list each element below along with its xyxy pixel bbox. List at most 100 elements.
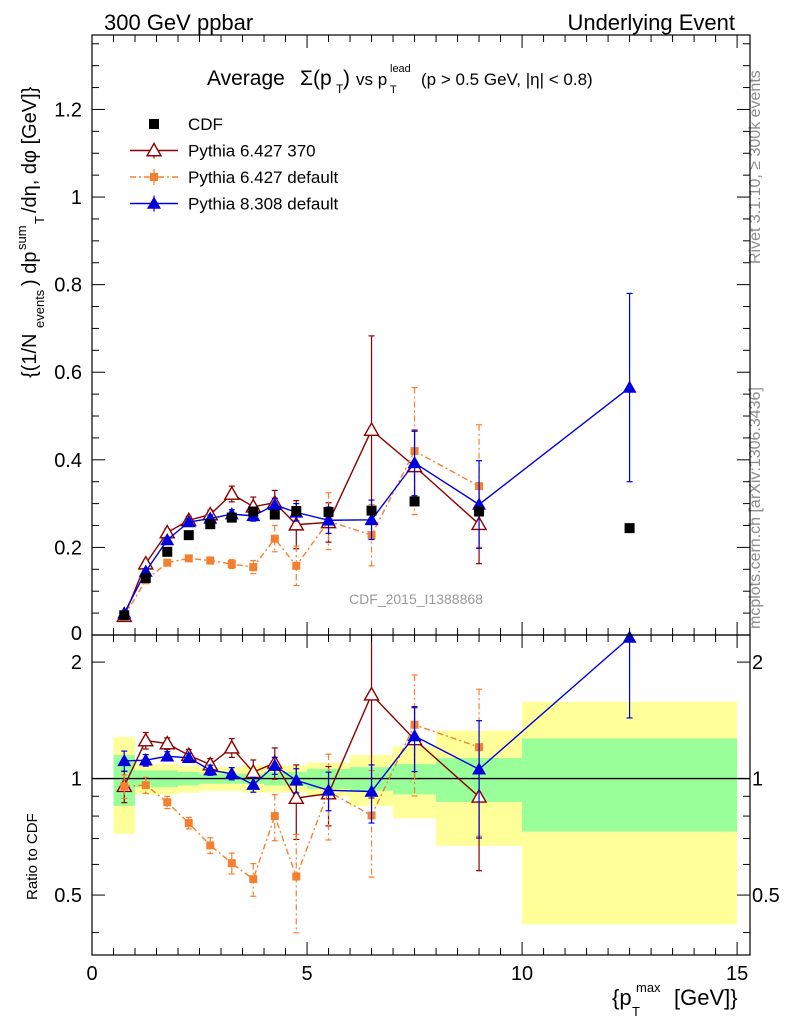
svg-text:sum: sum [14, 225, 29, 250]
ratio-point [160, 749, 175, 762]
legend-entry: Pythia 8.308 default [130, 195, 339, 214]
cdf-point [624, 523, 635, 534]
ratio-point [141, 781, 150, 790]
data-point [407, 455, 422, 469]
y-tick-label: 0.4 [54, 450, 82, 472]
ratio-point [472, 762, 487, 775]
ratio-point [364, 784, 379, 797]
title-sigma-sub: T [336, 82, 344, 96]
ratio-y-tick-label-right: 0.5 [752, 885, 780, 907]
ratio-point [227, 859, 236, 868]
cdf-point [119, 610, 130, 621]
x-tick-label: 10 [511, 963, 533, 985]
title-rest: vs p [356, 70, 387, 89]
svg-text:) dp: ) dp [19, 252, 41, 286]
legend-label: Pythia 6.427 default [188, 168, 339, 187]
mcplots-label: mcplots.cern.ch [arXiv:1306.3436] [747, 387, 764, 629]
series-line [123, 387, 631, 614]
ratio-point [292, 872, 301, 881]
main-plot-content [116, 292, 637, 623]
y-axis-label: {(1/N events ) dp sum T /dη, dφ [GeV]} [14, 86, 47, 378]
svg-text:/dη, dφ [GeV]}: /dη, dφ [GeV]} [19, 86, 41, 213]
ratio-point [270, 812, 279, 821]
ratio-frame [91, 634, 751, 956]
ratio-y-tick-label: 1 [71, 769, 82, 791]
ratio-point [223, 739, 240, 754]
data-point [163, 558, 172, 567]
ratio-point [246, 777, 261, 790]
cdf-point [291, 506, 302, 517]
ratio-y-label: Ratio to CDF [24, 813, 41, 900]
title-lead-sub: T [390, 84, 397, 96]
data-point [184, 554, 193, 563]
rivet-label: Rivet 3.1.10, ≥ 300k events [747, 70, 764, 264]
ratio-point [249, 875, 258, 884]
data-point [321, 513, 336, 526]
legend-marker [150, 173, 158, 181]
ratio-point [159, 735, 176, 750]
legend-entry: Pythia 6.427 default [130, 168, 339, 187]
ratio-point [206, 841, 215, 850]
legend-entry: CDF [149, 115, 223, 134]
ratio-point [407, 728, 422, 742]
ratio-point [321, 783, 336, 796]
header-right: Underlying Event [567, 10, 735, 35]
ratio-point [224, 766, 239, 779]
data-point [622, 380, 637, 393]
legend-marker [149, 119, 159, 129]
ratio-point [203, 763, 218, 776]
data-point [181, 515, 196, 528]
y-tick-label: 0.8 [54, 275, 82, 297]
ratio-point [184, 819, 193, 828]
cdf-point [226, 512, 237, 523]
svg-text:T: T [632, 1004, 640, 1019]
ratio-point [117, 753, 132, 767]
axes: 0 5 10 15 0 0.2 0.4 0.6 0.8 1 1.2 0.5 0.5 1 1 2 2 [54, 34, 780, 985]
ratio-point [363, 686, 380, 701]
cdf-point [323, 506, 334, 517]
ratio-point [120, 782, 129, 791]
title-sigma: Σ(p [300, 67, 332, 90]
legend-label: Pythia 8.308 default [188, 195, 339, 214]
cdf-point [162, 546, 173, 557]
ratio-y-tick-label: 0.5 [54, 885, 82, 907]
y-tick-label: 0 [71, 623, 82, 645]
legend-marker [147, 196, 161, 209]
title-sigma-close: ) [343, 67, 350, 90]
legend-marker [145, 142, 163, 157]
ratio-y-tick-label: 2 [71, 652, 82, 674]
ratio-point [289, 773, 304, 786]
title-cut: (p > 0.5 GeV, |η| < 0.8) [421, 70, 593, 89]
cdf-point [409, 496, 420, 507]
y-tick-label: 1 [71, 187, 82, 209]
x-axis-label: {p max T [GeV]} [612, 980, 738, 1019]
cdf-point [140, 573, 151, 584]
svg-text:{p: {p [612, 985, 632, 1010]
legend-label: CDF [188, 115, 223, 134]
data-point [292, 561, 301, 570]
legend-label: Pythia 6.427 370 [188, 142, 316, 161]
data-point [270, 534, 279, 543]
header-left: 300 GeV ppbar [104, 10, 253, 35]
cdf-point [205, 519, 216, 530]
legend: CDF Pythia 6.427 370 Pythia 6.427 default P… [130, 115, 339, 214]
data-point [267, 497, 282, 511]
cdf-point [183, 530, 194, 541]
data-point [206, 556, 215, 565]
cdf-point [248, 506, 259, 517]
legend-entry: Pythia 6.427 370 [130, 142, 316, 161]
y-tick-label: 0.6 [54, 362, 82, 384]
ratio-y-tick-label-right: 2 [752, 652, 763, 674]
cdf-point [269, 509, 280, 520]
cdf-point [474, 506, 485, 517]
x-tick-label: 5 [301, 963, 312, 985]
data-point [227, 560, 236, 569]
ratio-point [288, 789, 305, 805]
data-point [364, 512, 379, 526]
svg-text:{(1/N: {(1/N [19, 334, 41, 378]
watermark: CDF_2015_I1388868 [349, 591, 483, 607]
data-point [249, 563, 258, 572]
ratio-y-tick-label-right: 1 [752, 769, 763, 791]
plot-title: Average Σ(p T ) vs p lead T (p > 0.5 GeV… [207, 63, 593, 96]
